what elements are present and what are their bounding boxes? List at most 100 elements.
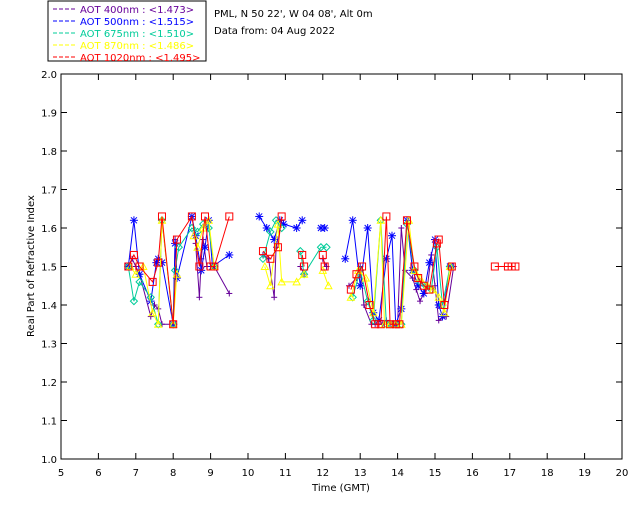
data-point	[376, 320, 385, 329]
legend-label: AOT 500nm : <1.515>	[80, 17, 194, 28]
x-tick-label: 17	[503, 468, 516, 479]
data-point	[226, 290, 233, 297]
y-tick-label: 1.7	[41, 186, 57, 197]
data-point	[490, 262, 499, 271]
data-point	[435, 317, 442, 324]
y-tick-label: 1.1	[41, 417, 57, 428]
y-tick-label: 1.2	[41, 378, 57, 389]
x-tick-label: 10	[242, 468, 255, 479]
data-point	[135, 262, 144, 271]
data-point	[258, 254, 268, 264]
series-line	[127, 215, 516, 325]
x-tick-label: 18	[541, 468, 554, 479]
data-point	[346, 292, 356, 301]
series-line	[129, 218, 451, 325]
data-point	[266, 281, 275, 290]
data-point	[316, 243, 326, 252]
data-point	[135, 277, 144, 287]
legend-label: AOT 870nm : <1.486>	[80, 41, 194, 52]
data-point	[298, 216, 307, 225]
data-point	[341, 254, 350, 263]
data-point	[511, 262, 520, 271]
data-point	[196, 294, 203, 301]
legend-label: AOT 675nm : <1.510>	[80, 29, 194, 40]
data-point	[397, 304, 406, 313]
data-point	[382, 212, 391, 221]
series-4	[124, 212, 520, 329]
y-tick-label: 1.4	[41, 301, 57, 312]
data-point	[270, 235, 279, 244]
x-tick-label: 16	[466, 468, 479, 479]
data-point	[320, 262, 329, 271]
y-tick-label: 1.8	[41, 147, 57, 158]
data-point	[154, 258, 163, 267]
data-point	[124, 262, 133, 271]
data-point	[258, 247, 267, 256]
data-point	[273, 219, 283, 228]
data-point	[425, 285, 434, 294]
data-point	[387, 231, 396, 240]
data-point	[320, 224, 329, 232]
x-tick-label: 14	[391, 468, 404, 479]
data-point	[352, 270, 361, 279]
y-tick-label: 1.0	[41, 455, 57, 466]
data-point	[187, 212, 196, 221]
x-tick-label: 9	[207, 468, 213, 479]
y-tick-label: 1.6	[41, 224, 57, 235]
data-point	[147, 313, 154, 320]
data-point	[225, 212, 234, 221]
data-point	[225, 250, 234, 259]
legend-box	[47, 0, 207, 62]
y-axis: 1.0 1.1 1.2 1.3 1.4 1.5 1.6 1.7 1.8 1.9 2.0	[41, 70, 622, 466]
x-tick-label: 19	[578, 468, 591, 479]
x-tick-label: 12	[316, 468, 329, 479]
data-point	[386, 320, 395, 329]
x-tick-label: 7	[133, 468, 139, 479]
data-point	[414, 274, 423, 283]
data-point	[292, 224, 301, 232]
data-point	[440, 308, 449, 317]
data-point	[434, 235, 443, 244]
data-point	[271, 294, 278, 301]
legend: AOT 400nm : <1.473>AOT 500nm : <1.515>AO…	[47, 0, 207, 64]
x-tick-label: 20	[616, 468, 629, 479]
data-point	[292, 277, 301, 286]
data-point	[148, 308, 157, 317]
data-point	[363, 224, 372, 232]
data-point	[262, 224, 271, 232]
data-point	[260, 261, 270, 270]
data-point	[210, 262, 219, 271]
x-tick-label: 6	[95, 468, 101, 479]
data-point	[346, 285, 355, 294]
x-axis: 5 6 7 8 9 10 11 12 13 14 15 16 17 18 19 20	[58, 74, 629, 479]
data-point	[299, 269, 309, 278]
data-point	[255, 212, 264, 221]
legend-label: AOT 1020nm : <1.495>	[80, 53, 200, 64]
data-point	[296, 246, 305, 256]
data-series	[124, 212, 520, 329]
data-point	[277, 212, 286, 221]
y-tick-label: 2.0	[41, 70, 57, 81]
data-point	[369, 316, 378, 325]
data-point	[129, 296, 139, 306]
data-point	[200, 243, 209, 252]
y-tick-label: 1.5	[41, 263, 57, 274]
data-point	[348, 216, 357, 225]
data-point	[172, 235, 181, 244]
x-tick-label: 5	[58, 468, 64, 479]
data-point	[447, 262, 456, 271]
data-point	[298, 250, 307, 259]
x-tick-label: 15	[429, 468, 442, 479]
data-point	[129, 216, 138, 225]
site-info: PML, N 50 22', W 04 08', Alt 0m	[214, 9, 373, 20]
data-point	[410, 262, 419, 271]
data-point	[365, 301, 374, 309]
data-point	[146, 293, 155, 302]
data-point	[438, 312, 447, 321]
data-point	[356, 281, 365, 290]
data-point	[425, 258, 434, 267]
data-point	[277, 277, 286, 286]
data-point	[266, 227, 275, 237]
data-point	[193, 242, 202, 251]
